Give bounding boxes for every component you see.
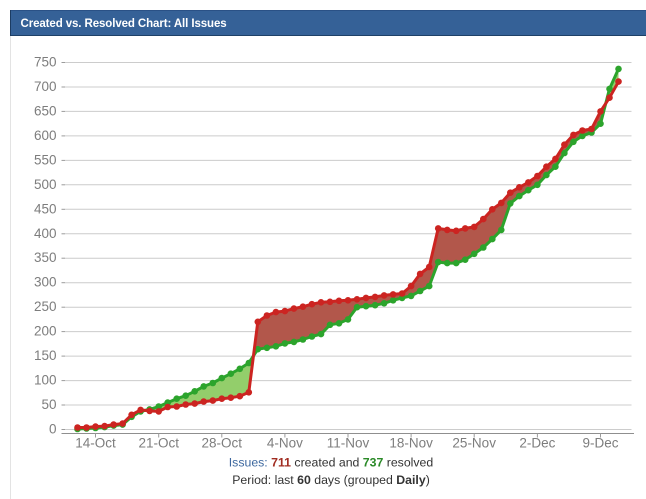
svg-text:4-Nov: 4-Nov (267, 436, 303, 451)
svg-text:28-Oct: 28-Oct (202, 436, 243, 451)
svg-text:25-Nov: 25-Nov (452, 436, 496, 451)
svg-text:18-Nov: 18-Nov (389, 436, 433, 451)
svg-text:2-Dec: 2-Dec (519, 436, 555, 451)
svg-text:0: 0 (49, 422, 57, 437)
svg-text:Created vs. Resolved Chart: Al: Created vs. Resolved Chart: All Issues (21, 18, 227, 30)
svg-text:14-Oct: 14-Oct (75, 436, 116, 451)
svg-text:Issues: 711 created and 737 re: Issues: 711 created and 737 resolved (229, 456, 434, 470)
svg-text:550: 550 (34, 152, 57, 167)
svg-text:400: 400 (34, 226, 57, 241)
svg-text:600: 600 (34, 128, 57, 143)
svg-text:250: 250 (34, 299, 57, 314)
svg-text:650: 650 (34, 103, 57, 118)
svg-text:200: 200 (34, 324, 57, 339)
svg-text:50: 50 (41, 397, 56, 412)
svg-text:300: 300 (34, 275, 57, 290)
svg-text:100: 100 (34, 373, 57, 388)
svg-text:11-Nov: 11-Nov (327, 436, 370, 451)
svg-text:150: 150 (34, 348, 57, 363)
svg-text:700: 700 (34, 79, 57, 94)
svg-text:450: 450 (34, 201, 57, 216)
svg-text:9-Dec: 9-Dec (582, 436, 618, 451)
svg-text:Period: last 60 days (grouped: Period: last 60 days (grouped Daily) (232, 473, 430, 487)
svg-text:350: 350 (34, 250, 57, 265)
svg-text:500: 500 (34, 177, 57, 192)
svg-text:750: 750 (34, 55, 57, 70)
svg-text:21-Oct: 21-Oct (138, 436, 179, 451)
